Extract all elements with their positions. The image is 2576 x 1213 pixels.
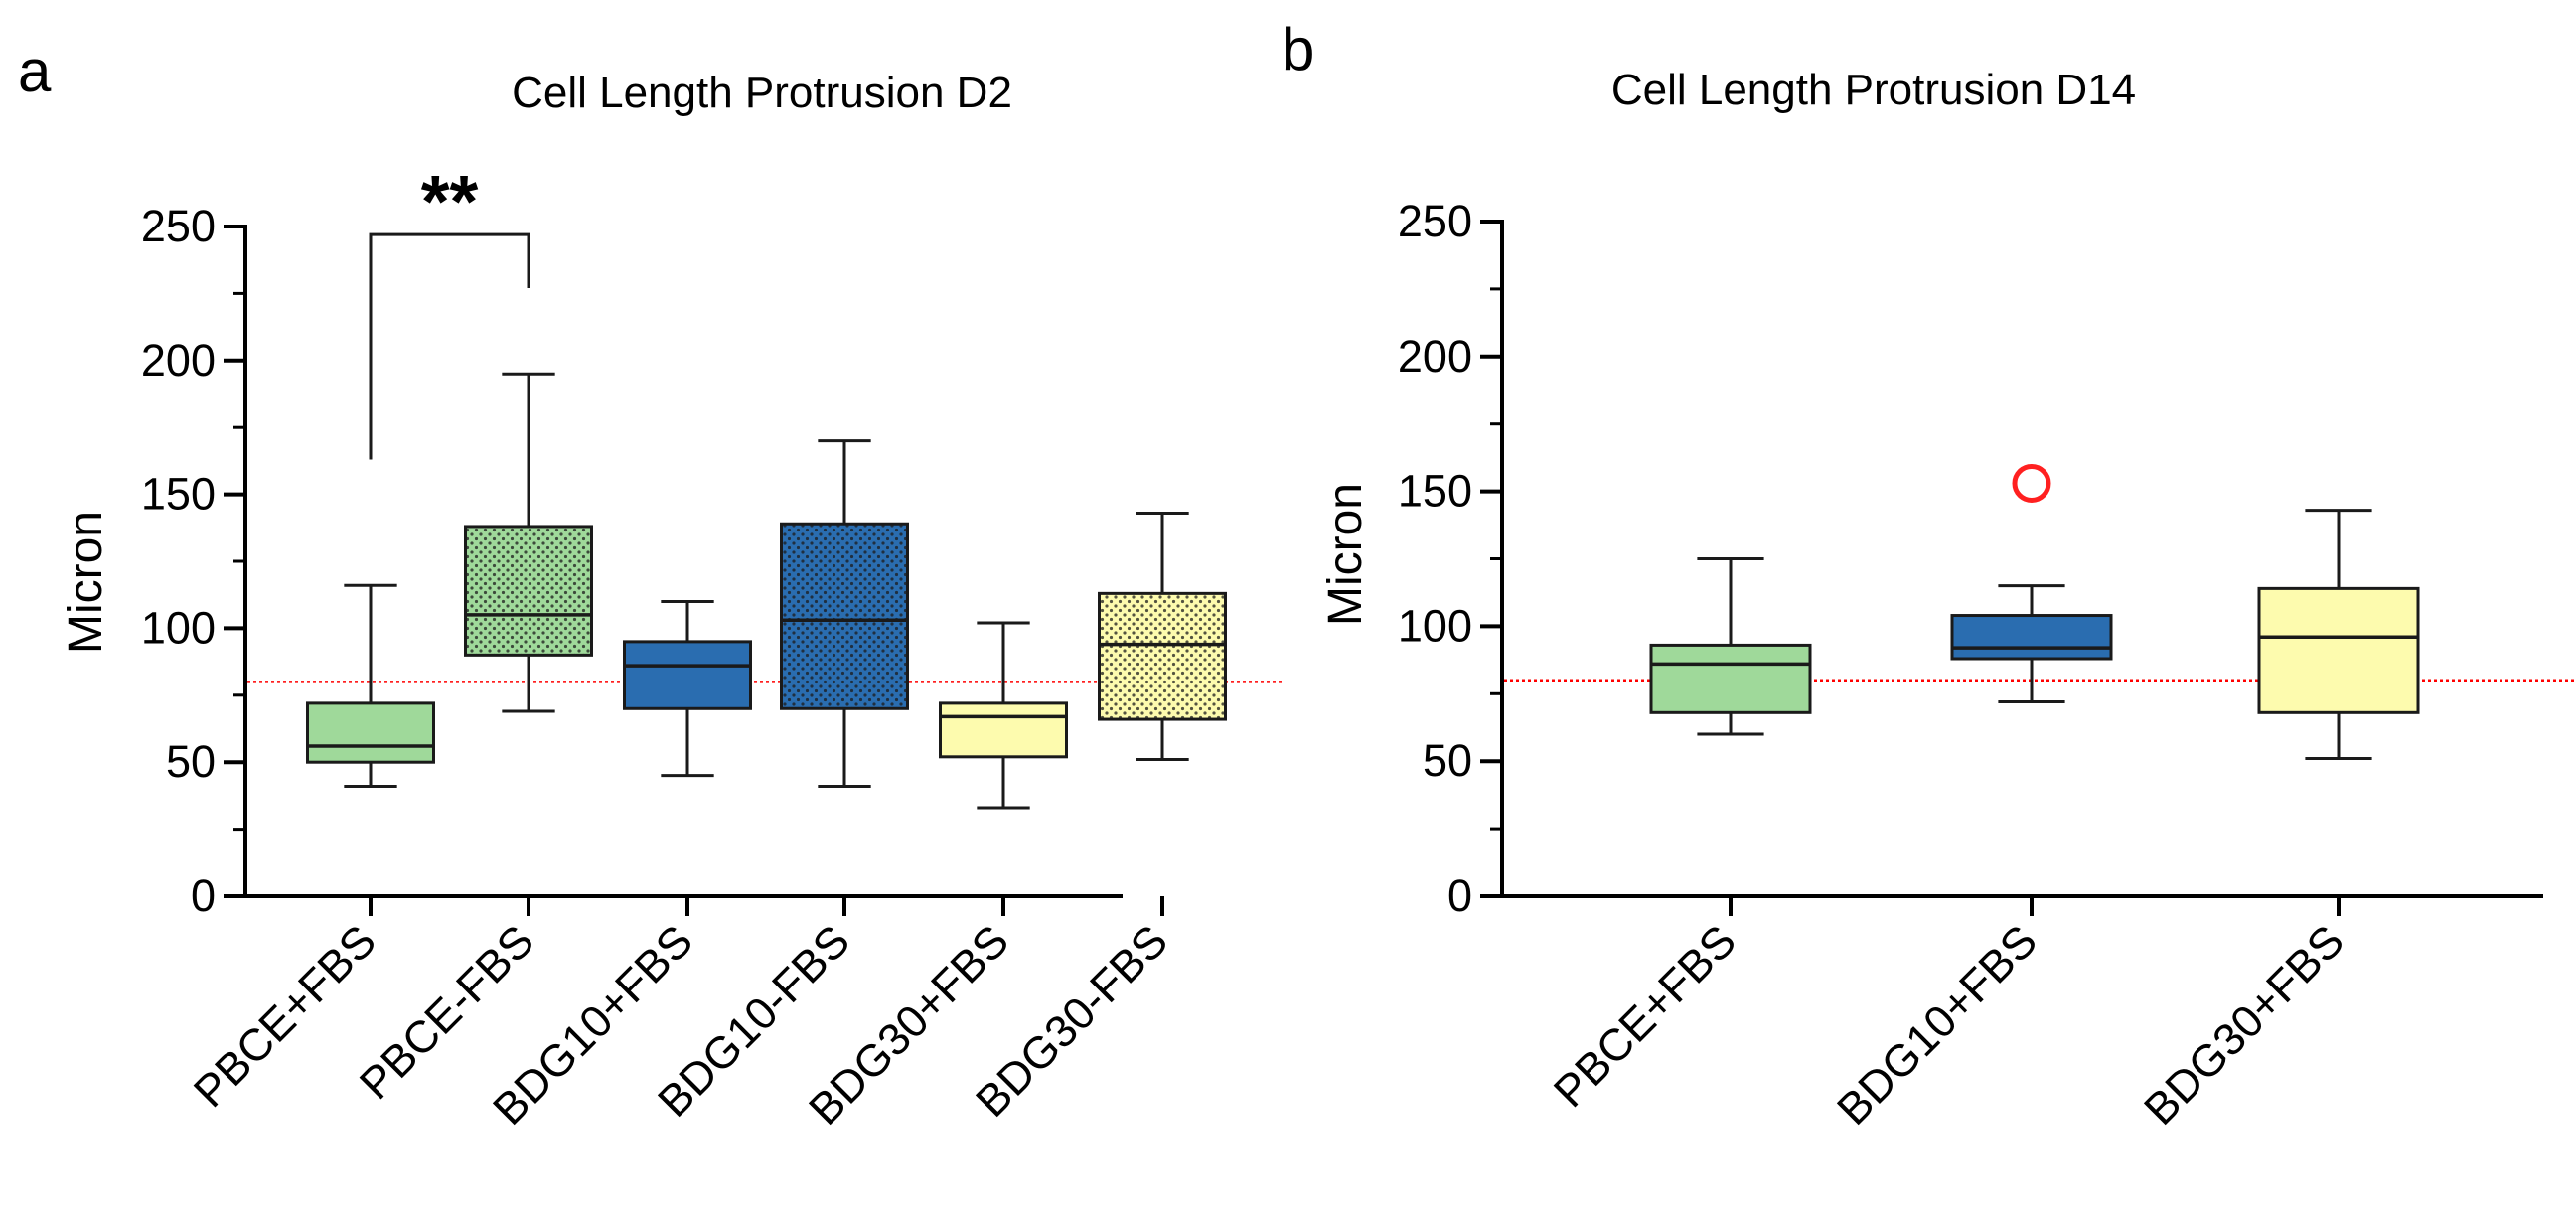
bracket-line [369,232,530,460]
panel-a-y-tick-label: 200 [141,335,216,385]
panel-a-box-pbce-fbs [306,583,435,788]
panel-a-plot: 050100150200250PBCE+FBSPBCE-FBSBDG10+FBS… [141,160,1282,1135]
panel-b-category-label: PBCE+FBS [1544,915,1745,1117]
panel-b-y-tick-label: 100 [1398,600,1472,651]
panel-a-significance-bracket: ** [369,160,530,460]
iqr-box [1950,614,2113,661]
panel-b-y-tick-label: 150 [1398,466,1472,517]
panel-b-y-tick-label: 0 [1447,870,1472,921]
panel-a-category-label: PBCE+FBS [184,915,385,1117]
iqr-box [2257,586,2420,714]
panel-b-box-bdg10-fbs [1950,463,2113,703]
panel-a-y-tick-label: 150 [141,469,216,520]
panel-b-y-axis-label: Micron [1319,483,1372,626]
panel-b-plot: 0 50 100 150 200 250 PBCE+FBS BDG10+FBS BDG30+FB… [1398,196,2576,1135]
panel-b-y-tick-label: 250 [1398,196,1472,246]
panel-b-letter: b [1282,16,1314,82]
panel-b-box-bdg30-fbs [2257,509,2420,760]
panel-a-y-tick-label: 100 [141,602,216,653]
panel-b-y-tick-label: 50 [1423,735,1472,786]
iqr-box [623,640,752,710]
panel-a: a Cell Length Protrusion D2 Micron 0 50 10… [18,38,1282,1135]
panel-a-box-bdg30-fbs [1098,511,1227,762]
iqr-box [306,701,435,764]
panel-a-letter: a [18,38,52,104]
panel-b-category-label: BDG10+FBS [1827,915,2046,1135]
iqr-box-dot-texture [1099,593,1226,720]
panel-a-title: Cell Length Protrusion D2 [512,69,1012,117]
panel-b-box-pbce-fbs [1649,557,1812,736]
panel-a-y-tick-label: 50 [166,736,216,787]
panel-a-y-tick-label: 0 [191,870,216,921]
significance-label: ** [421,160,479,242]
panel-b: b Cell Length Protrusion D14 Micron 0 50 1… [1282,16,2576,1135]
iqr-box-dot-texture [781,524,908,709]
panel-a-box-pbce-fbs [464,372,593,713]
panel-b-y-tick-label: 200 [1398,331,1472,381]
iqr-box [939,701,1068,759]
panel-a-y-axis-label: Micron [60,511,112,654]
panel-a-box-bdg10-fbs [780,439,909,788]
panel-a-box-bdg10-fbs [623,599,752,778]
panel-b-title: Cell Length Protrusion D14 [1611,66,2136,114]
panel-b-category-label: BDG30+FBS [2134,915,2353,1135]
iqr-box-dot-texture [465,526,592,656]
panel-a-y-tick-label: 250 [141,201,216,251]
panel-a-box-bdg30-fbs [939,621,1068,810]
iqr-box [1649,643,1812,714]
outlier-point [2012,463,2051,503]
